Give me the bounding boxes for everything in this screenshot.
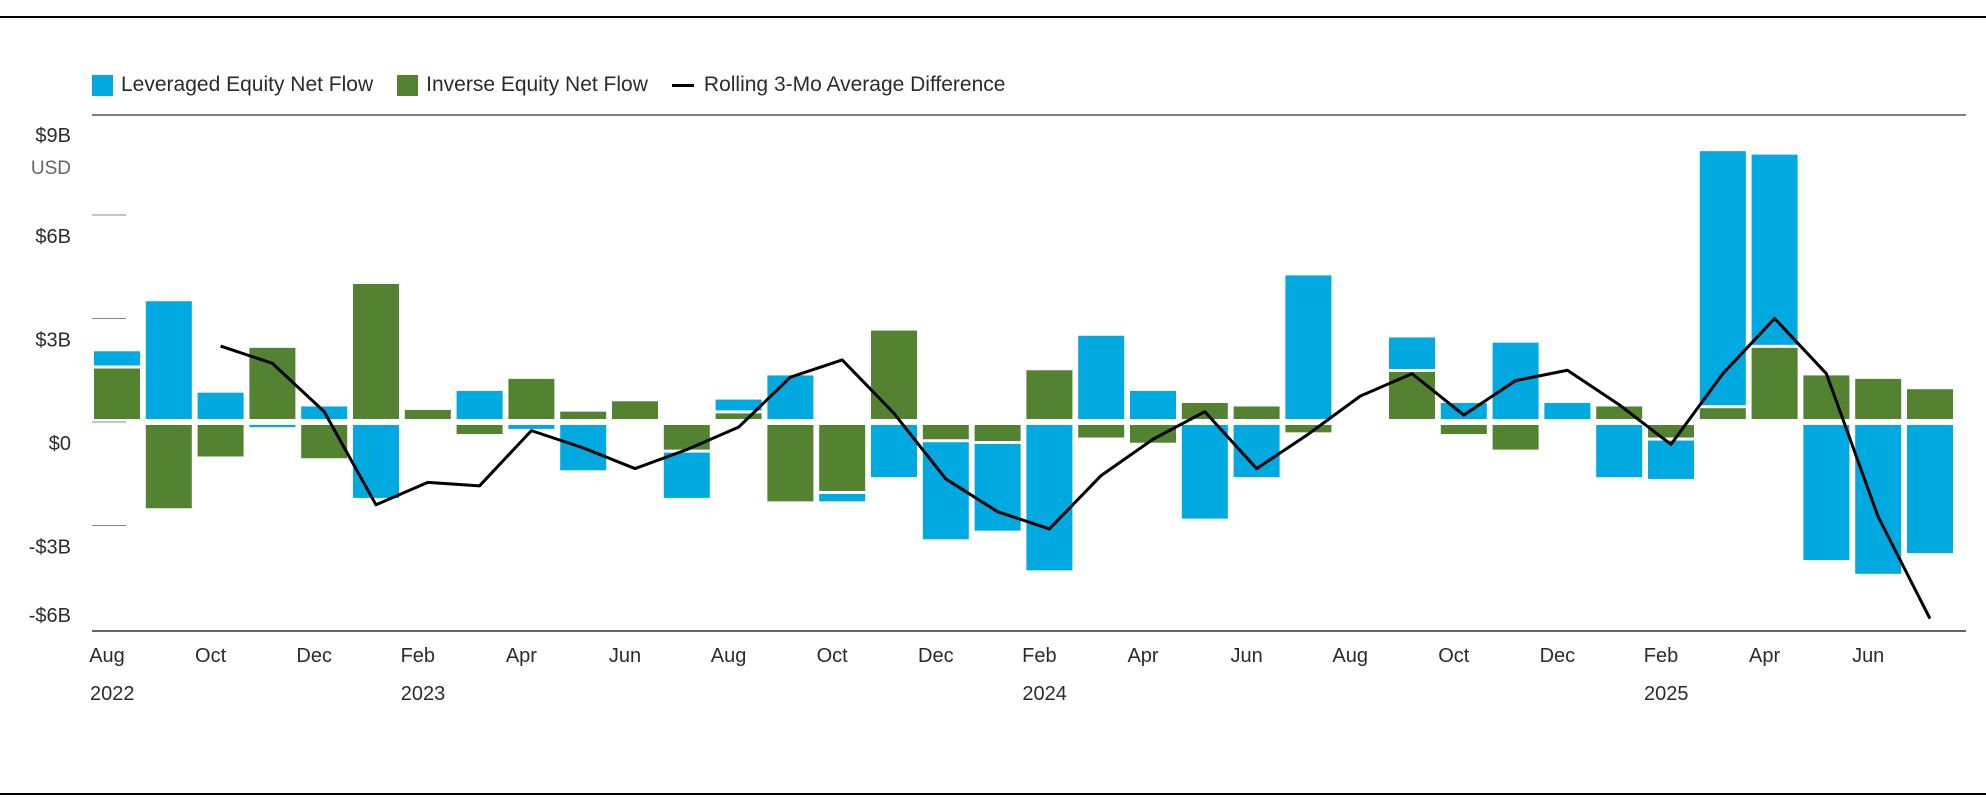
x-tick-label: Jun [1230, 645, 1262, 667]
legend-item-leveraged: Leveraged Equity Net Flow [92, 73, 373, 97]
bar-inverse [1440, 425, 1487, 435]
x-year-label: 2025 [1644, 683, 1689, 705]
rolling-line-swatch [671, 83, 694, 87]
bar-inverse [1492, 425, 1539, 450]
x-tick-label: Aug [711, 645, 747, 667]
bar-inverse [1699, 408, 1746, 419]
x-year-label: 2024 [1022, 683, 1067, 705]
bar-leveraged [1907, 425, 1953, 554]
bar-leveraged [1699, 151, 1746, 406]
bar-inverse [1907, 389, 1953, 419]
bar-inverse [1078, 425, 1125, 438]
rolling-average-line [220, 317, 1932, 620]
bar-leveraged [94, 351, 140, 366]
bar-inverse [1803, 375, 1850, 419]
bar-leveraged [508, 425, 555, 429]
x-tick-label: Oct [817, 645, 849, 667]
y-tick-label: -$6B [29, 605, 71, 627]
bar-leveraged [767, 375, 814, 419]
legend-label-leveraged: Leveraged Equity Net Flow [121, 73, 374, 96]
bar-inverse [1026, 370, 1073, 419]
x-tick-label: Dec [296, 645, 332, 667]
bar-inverse [145, 425, 192, 509]
bar-inverse [1855, 378, 1902, 419]
y-tick-label: $3B [35, 330, 71, 352]
bar-leveraged [1389, 337, 1435, 369]
bar-inverse [1389, 371, 1435, 419]
x-tick-label: Apr [506, 645, 537, 667]
bar-leveraged [1285, 275, 1332, 419]
y-tick-label: -$3B [29, 537, 71, 559]
legend-label-rolling: Rolling 3-Mo Average Difference [703, 73, 1006, 96]
bar-inverse [508, 378, 555, 419]
x-tick-label: Aug [1332, 645, 1368, 667]
bar-leveraged [1596, 425, 1643, 478]
bar-leveraged [145, 301, 192, 419]
y-unit-label: USD [31, 158, 71, 179]
y-tick-label: $6B [35, 226, 71, 248]
bar-leveraged [1078, 335, 1125, 419]
x-tick-label: Dec [918, 645, 954, 667]
bar-leveraged [456, 390, 503, 419]
top-rule [0, 16, 1986, 18]
bar-leveraged [249, 425, 296, 428]
bar-inverse [456, 425, 503, 435]
bar-inverse [1285, 425, 1332, 433]
y-tick-label: $0 [49, 433, 71, 455]
bar-leveraged [663, 452, 710, 498]
bar-leveraged [1648, 440, 1694, 479]
x-year-label: 2023 [401, 683, 446, 705]
bar-leveraged [353, 425, 399, 498]
bar-leveraged [819, 494, 866, 502]
inverse-swatch [397, 74, 419, 96]
x-tick-label: Dec [1540, 645, 1576, 667]
legend-item-inverse: Inverse Equity Net Flow [397, 73, 648, 97]
bar-leveraged [1803, 425, 1850, 560]
x-tick-label: Feb [401, 645, 435, 667]
bar-leveraged [197, 392, 244, 419]
bar-inverse [94, 368, 140, 419]
x-tick-label: Apr [1127, 645, 1158, 667]
legend-item-rolling: Rolling 3-Mo Average Difference [671, 73, 1006, 97]
x-year-label: 2022 [90, 683, 135, 705]
y-tick-label: $9B [35, 125, 71, 147]
bar-leveraged [1751, 154, 1798, 345]
legend-label-inverse: Inverse Equity Net Flow [426, 73, 648, 96]
bar-leveraged [1130, 390, 1176, 419]
bar-inverse [871, 330, 917, 419]
bar-inverse [353, 284, 399, 419]
bar-inverse [663, 425, 710, 450]
bar-inverse [1233, 406, 1280, 419]
x-tick-label: Jun [1852, 645, 1884, 667]
bar-leveraged [1026, 425, 1073, 571]
x-tick-label: Apr [1749, 645, 1780, 667]
bar-inverse [404, 409, 451, 419]
bar-inverse [974, 425, 1021, 441]
x-tick-label: Feb [1644, 645, 1678, 667]
x-tick-label: Aug [89, 645, 125, 667]
bar-inverse [612, 401, 658, 419]
bar-leveraged [1544, 403, 1591, 419]
bar-inverse [819, 425, 866, 491]
bar-leveraged [715, 399, 762, 411]
x-tick-label: Oct [195, 645, 227, 667]
leveraged-swatch [92, 74, 113, 96]
x-tick-label: Oct [1438, 645, 1470, 667]
bar-inverse [715, 413, 762, 419]
bar-leveraged [1181, 425, 1228, 519]
bar-inverse [1751, 347, 1798, 419]
bar-inverse [922, 425, 969, 440]
bar-inverse [560, 411, 607, 419]
bar-inverse [1130, 425, 1176, 443]
bar-inverse [197, 425, 244, 457]
bar-inverse [1596, 406, 1643, 419]
x-tick-label: Feb [1022, 645, 1056, 667]
legend: Leveraged Equity Net Flow Inverse Equity… [92, 70, 1029, 100]
bar-inverse [767, 425, 814, 502]
bottom-rule [0, 793, 1986, 795]
x-tick-label: Jun [609, 645, 641, 667]
